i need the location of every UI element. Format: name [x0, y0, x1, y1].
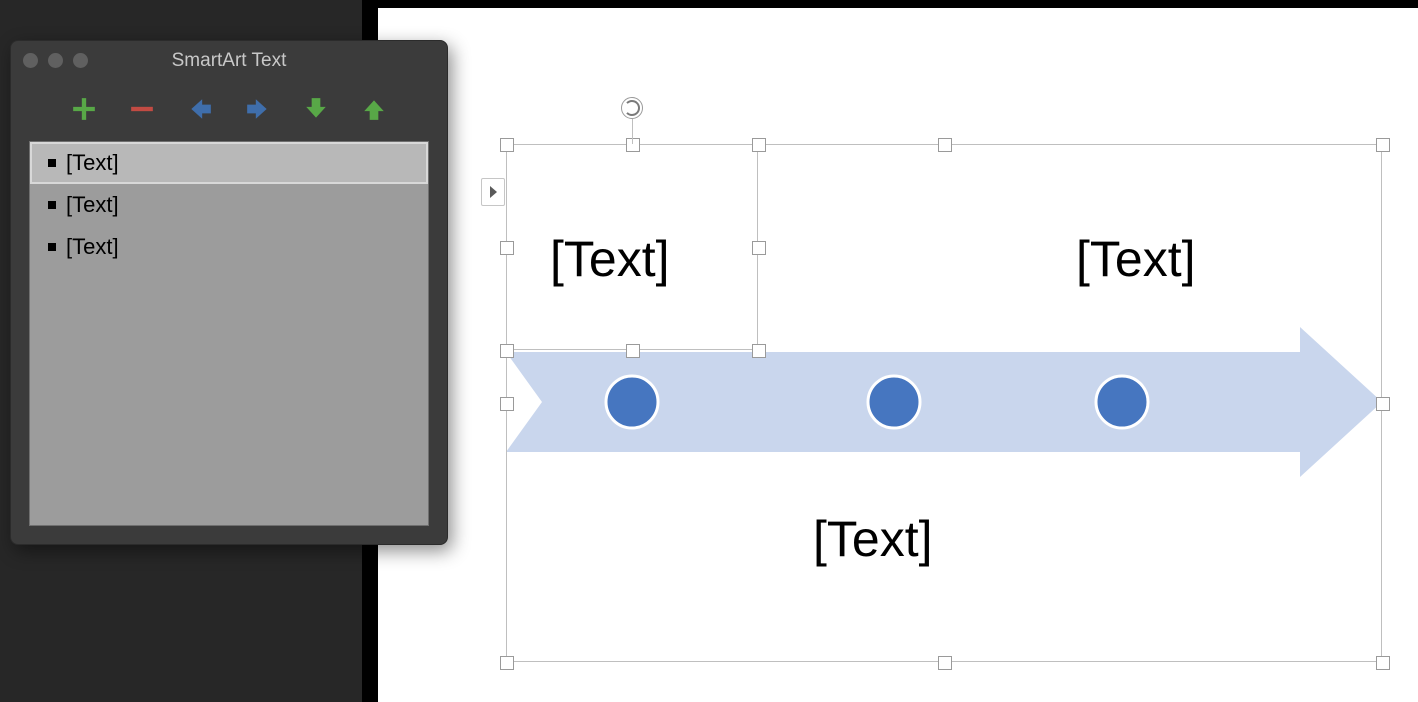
resize-handle[interactable]: [752, 241, 766, 255]
traffic-zoom[interactable]: [73, 53, 88, 68]
list-item-label: [Text]: [66, 150, 119, 176]
promote-left-button[interactable]: [185, 94, 215, 124]
resize-handle[interactable]: [626, 344, 640, 358]
resize-handle[interactable]: [626, 138, 640, 152]
rotation-stem: [632, 119, 633, 144]
resize-handle[interactable]: [1376, 397, 1390, 411]
list-item-label: [Text]: [66, 192, 119, 218]
resize-handle[interactable]: [1376, 138, 1390, 152]
traffic-close[interactable]: [23, 53, 38, 68]
resize-handle[interactable]: [500, 344, 514, 358]
resize-handle[interactable]: [1376, 656, 1390, 670]
resize-handle[interactable]: [752, 138, 766, 152]
remove-button[interactable]: [127, 94, 157, 124]
list-item-label: [Text]: [66, 234, 119, 260]
demote-right-button[interactable]: [243, 94, 273, 124]
traffic-minimize[interactable]: [48, 53, 63, 68]
resize-handle[interactable]: [938, 138, 952, 152]
resize-handle[interactable]: [500, 656, 514, 670]
bullet-icon: [48, 201, 56, 209]
bullet-icon: [48, 159, 56, 167]
list-item[interactable]: [Text]: [30, 184, 428, 226]
resize-handle[interactable]: [500, 138, 514, 152]
list-item[interactable]: [Text]: [30, 142, 428, 184]
move-down-button[interactable]: [301, 94, 331, 124]
list-item[interactable]: [Text]: [30, 226, 428, 268]
inner-selection-rect[interactable]: [506, 144, 758, 350]
palette-titlebar[interactable]: SmartArt Text: [11, 41, 447, 81]
resize-handle[interactable]: [938, 656, 952, 670]
move-up-button[interactable]: [359, 94, 389, 124]
resize-handle[interactable]: [752, 344, 766, 358]
expand-text-pane-tab[interactable]: [481, 178, 505, 206]
window-traffic-lights[interactable]: [23, 53, 88, 68]
add-button[interactable]: [69, 94, 99, 124]
smartart-text-palette[interactable]: SmartArt Text [Text] [Text]: [10, 40, 448, 545]
rotation-handle[interactable]: [621, 97, 643, 119]
resize-handle[interactable]: [500, 241, 514, 255]
resize-handle[interactable]: [500, 397, 514, 411]
bullet-icon: [48, 243, 56, 251]
smartart-text-list[interactable]: [Text] [Text] [Text]: [29, 141, 429, 526]
palette-toolbar: [11, 81, 447, 137]
